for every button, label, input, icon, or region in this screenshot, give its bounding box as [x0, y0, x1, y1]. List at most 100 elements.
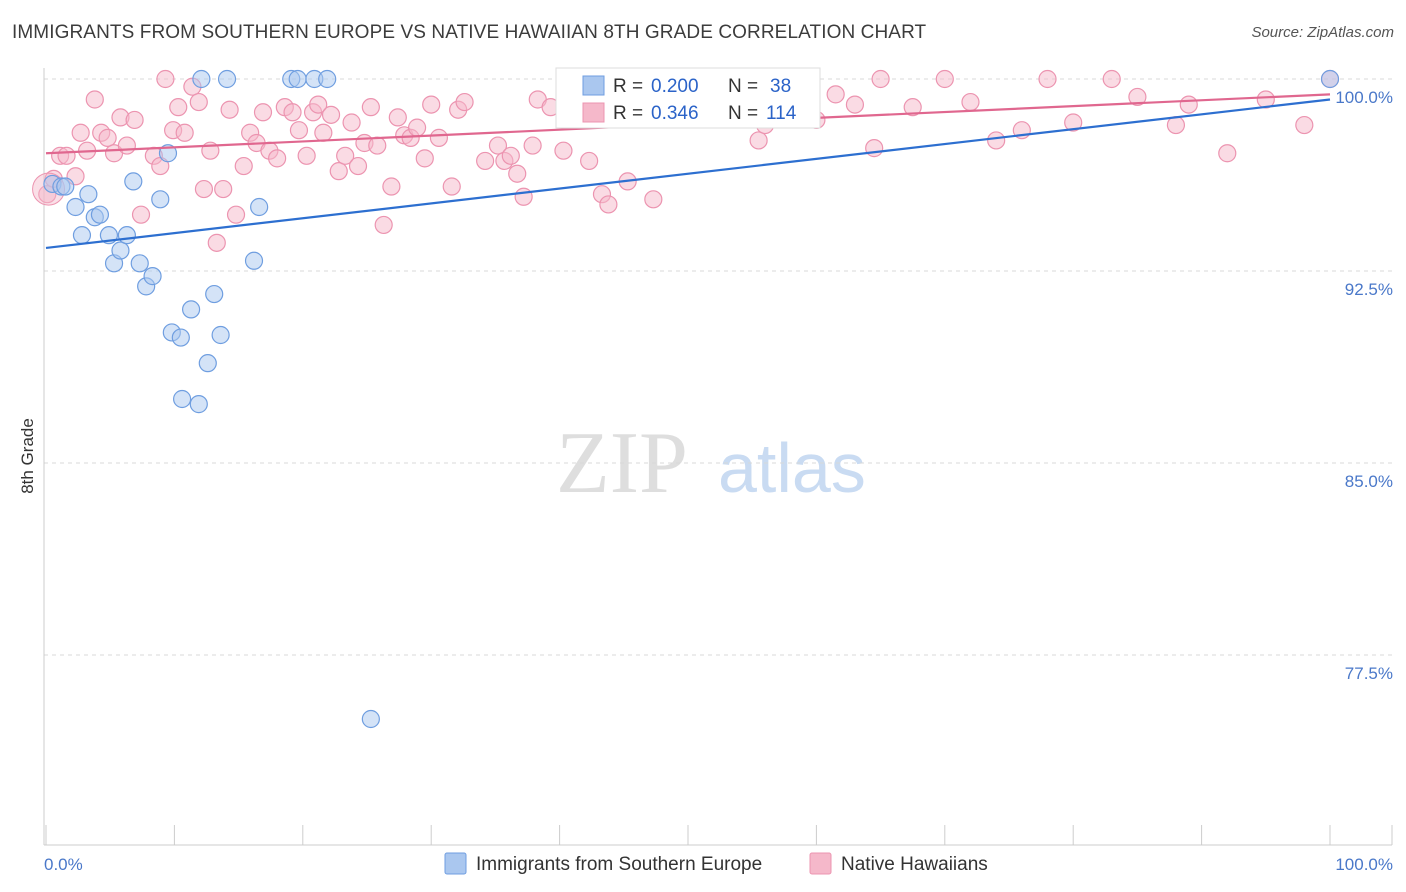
blue-point-31: [288, 69, 307, 89]
blue-point-5: [79, 185, 98, 204]
blue-point-2: [56, 177, 75, 196]
pink-point-91: [826, 85, 845, 104]
bottom-legend-swatch-pink: [809, 852, 832, 875]
pink-point-96: [935, 69, 954, 89]
blue-point-15: [143, 267, 162, 286]
pink-point-65: [501, 146, 520, 165]
pink-point-75: [599, 195, 618, 214]
pink-point-20: [175, 123, 194, 142]
blue-point-4: [72, 226, 92, 245]
pink-point-98: [987, 131, 1006, 150]
legend-n-label-pink: N =: [728, 103, 758, 124]
pink-point-108: [1295, 115, 1314, 135]
blue-point-19: [171, 328, 190, 347]
y-tick-label-0: 100.0%: [1335, 88, 1393, 107]
pink-point-3: [57, 146, 76, 165]
watermark-atlas: atlas: [718, 429, 866, 507]
legend-n-value-blue: 38: [770, 76, 791, 97]
pink-point-86: [749, 131, 768, 150]
pink-point-19: [169, 98, 188, 117]
blue-point-34: [361, 709, 380, 729]
pink-point-67: [514, 187, 533, 206]
y-tick-label-2: 85.0%: [1345, 472, 1393, 491]
pink-point-22: [189, 92, 208, 112]
legend-n-label-blue: N =: [728, 76, 758, 97]
pink-point-13: [125, 110, 144, 130]
pink-point-36: [283, 103, 302, 122]
pink-point-49: [368, 136, 387, 155]
pink-point-61: [455, 92, 474, 112]
chart-title: IMMIGRANTS FROM SOUTHERN EUROPE VS NATIV…: [12, 22, 927, 43]
pink-point-57: [422, 95, 441, 114]
x-tick-label-min: 0.0%: [44, 855, 83, 874]
bottom-legend-label-pink: Native Hawaiians: [841, 854, 988, 875]
pink-point-104: [1166, 115, 1186, 135]
source-label: Source: ZipAtlas.com: [1251, 24, 1394, 41]
pink-point-51: [382, 177, 401, 196]
y-axis-label: 8th Grade: [18, 418, 37, 494]
bottom-legend-label-blue: Immigrants from Southern Europe: [476, 854, 762, 875]
pink-point-23: [194, 179, 214, 199]
blue-point-16: [151, 190, 170, 209]
pink-point-97: [961, 92, 980, 112]
pink-point-32: [253, 103, 273, 122]
pink-point-95: [903, 98, 922, 117]
pink-point-43: [329, 162, 348, 181]
pink-point-55: [407, 118, 427, 137]
pink-point-7: [85, 90, 104, 109]
correlation-legend: R = 0.200 N = 38 R = 0.346 N = 114: [555, 67, 821, 129]
pink-point-5: [71, 123, 90, 142]
pink-point-44: [336, 146, 355, 165]
pink-point-73: [580, 151, 599, 171]
pink-point-52: [388, 108, 407, 127]
pink-point-106: [1218, 144, 1237, 163]
pink-point-28: [226, 205, 246, 224]
blue-point-27: [217, 69, 237, 89]
blue-point-11: [117, 226, 136, 245]
blue-point-25: [205, 284, 224, 304]
pink-point-27: [220, 100, 239, 119]
legend-swatch-pink: [582, 102, 605, 123]
pink-point-56: [415, 149, 434, 168]
blue-point-20: [173, 389, 192, 409]
pink-point-40: [309, 95, 328, 114]
blue-point-29: [250, 197, 269, 217]
pink-point-14: [131, 205, 151, 224]
legend-n-value-pink: 114: [766, 103, 797, 124]
legend-r-value-blue: 0.200: [651, 76, 699, 97]
pink-point-41: [314, 123, 333, 142]
pink-point-48: [361, 98, 380, 117]
pink-point-66: [508, 164, 527, 183]
pink-point-105: [1179, 95, 1198, 114]
pink-point-9: [98, 128, 117, 147]
bottom-legend-swatch-blue: [444, 852, 467, 875]
pink-point-50: [374, 215, 393, 235]
pink-point-45: [342, 113, 361, 132]
blue-trendline: [45, 98, 1331, 250]
pink-point-101: [1064, 113, 1083, 132]
pink-point-58: [429, 128, 449, 147]
y-tick-labels: 100.0% 92.5% 85.0% 77.5%: [1335, 88, 1393, 683]
pink-point-29: [234, 156, 253, 176]
pink-point-62: [476, 151, 495, 171]
pink-point-12: [117, 136, 136, 155]
pink-point-59: [442, 177, 461, 196]
blue-point-28: [244, 251, 264, 270]
pink-point-103: [1128, 87, 1147, 107]
pink-point-25: [207, 233, 226, 252]
pink-point-68: [523, 136, 542, 155]
series-immigrants-southern-europe: [43, 69, 1340, 729]
legend-r-value-pink: 0.346: [651, 103, 699, 124]
y-tick-label-3: 77.5%: [1345, 664, 1393, 683]
pink-point-26: [214, 179, 233, 199]
blue-point-26: [211, 325, 230, 345]
pink-point-38: [297, 146, 316, 165]
blue-point-22: [189, 395, 208, 414]
blue-point-3: [66, 197, 85, 217]
blue-point-7: [90, 205, 110, 224]
pink-point-93: [865, 139, 884, 158]
pink-point-94: [871, 69, 890, 89]
legend-r-label-blue: R =: [613, 76, 643, 97]
blue-point-35: [1320, 69, 1340, 89]
